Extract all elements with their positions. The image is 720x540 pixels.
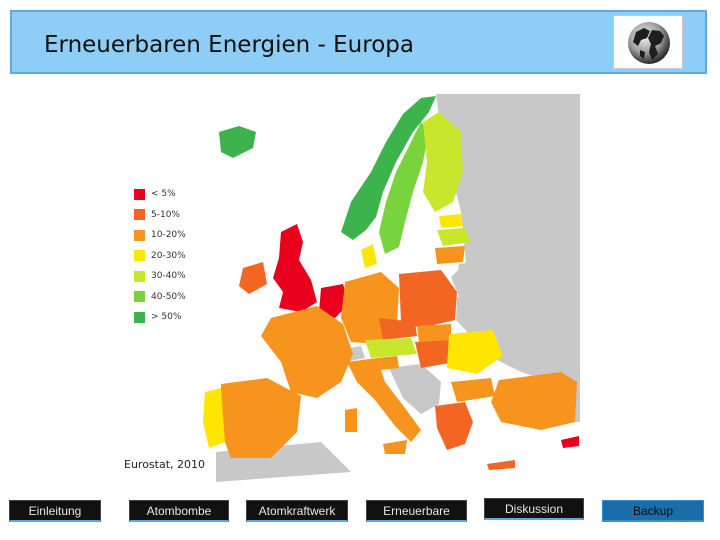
legend-item: 5-10% xyxy=(134,205,186,226)
legend-label: 40-50% xyxy=(151,291,186,302)
legend-swatch xyxy=(134,250,145,262)
page-title: Erneuerbaren Energien - Europa xyxy=(44,32,414,58)
nav-button-erneuerbare[interactable]: Erneuerbare xyxy=(366,500,467,522)
region-romania xyxy=(447,330,503,374)
legend-item: > 50% xyxy=(134,307,186,328)
region-czech xyxy=(379,318,417,340)
region-denmark xyxy=(361,244,377,268)
legend-label: 20-30% xyxy=(151,250,186,261)
region-sardinia xyxy=(345,408,357,432)
legend-item: 10-20% xyxy=(134,225,186,246)
europe-map-svg xyxy=(203,94,580,482)
region-slovakia xyxy=(417,324,451,342)
legend-label: 10-20% xyxy=(151,230,186,241)
region-latvia xyxy=(437,228,471,246)
region-sicily xyxy=(383,440,407,454)
region-austria xyxy=(365,338,417,358)
region-finland xyxy=(423,112,463,212)
region-bulgaria xyxy=(451,378,495,402)
legend-label: > 50% xyxy=(151,312,182,323)
region-belarus xyxy=(456,260,501,297)
title-bar: Erneuerbaren Energien - Europa xyxy=(10,10,707,74)
legend-item: 30-40% xyxy=(134,266,186,287)
globe-icon xyxy=(628,22,670,64)
region-balkans xyxy=(389,364,441,414)
nav-button-atomkraftwerk[interactable]: Atomkraftwerk xyxy=(246,500,348,522)
region-hungary xyxy=(415,340,455,368)
legend-label: 30-40% xyxy=(151,271,186,282)
nav-button-atombombe[interactable]: Atombombe xyxy=(129,500,229,522)
region-uk xyxy=(273,224,317,312)
source-label: Eurostat, 2010 xyxy=(124,458,206,471)
legend-swatch xyxy=(134,270,145,282)
legend-item: < 5% xyxy=(134,184,186,205)
europe-map xyxy=(121,92,581,482)
legend-swatch xyxy=(134,291,145,303)
region-slovenia xyxy=(377,356,399,370)
legend-item: 20-30% xyxy=(134,246,186,267)
map-legend: < 5% 5-10% 10-20% 20-30% 30-40% 40-50% > 50% xyxy=(134,184,186,328)
globe-logo xyxy=(613,15,683,69)
region-portugal xyxy=(203,388,225,448)
nav-button-diskussion[interactable]: Diskussion xyxy=(484,498,584,520)
region-benelux xyxy=(319,284,349,318)
region-spain xyxy=(221,378,301,458)
region-italy xyxy=(347,358,421,442)
region-crete xyxy=(487,460,515,470)
region-cyprus xyxy=(561,436,579,448)
region-lithuania xyxy=(435,246,465,264)
region-turkey xyxy=(491,372,577,430)
region-greece xyxy=(435,402,473,450)
region-estonia xyxy=(439,214,463,228)
region-iceland xyxy=(219,126,256,158)
region-ireland xyxy=(239,262,267,294)
legend-swatch xyxy=(134,188,145,200)
legend-swatch xyxy=(134,311,145,323)
region-france xyxy=(261,306,353,398)
legend-label: 5-10% xyxy=(151,209,180,220)
legend-item: 40-50% xyxy=(134,287,186,308)
region-sweden xyxy=(379,122,429,254)
legend-label: < 5% xyxy=(151,189,176,200)
nav-button-backup[interactable]: Backup xyxy=(602,500,704,522)
nav-button-einleitung[interactable]: Einleitung xyxy=(9,500,101,522)
region-norway xyxy=(341,96,436,240)
legend-swatch xyxy=(134,229,145,241)
region-poland xyxy=(399,270,457,328)
legend-swatch xyxy=(134,209,145,221)
